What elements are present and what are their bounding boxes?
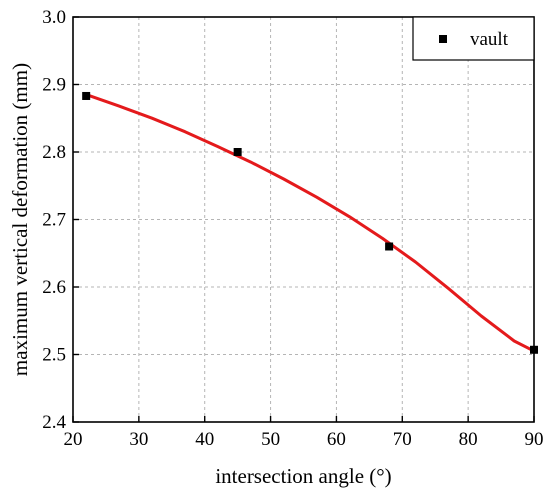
x-tick-label: 70 (393, 429, 412, 450)
x-tick-label: 30 (129, 429, 148, 450)
y-tick-label: 2.8 (42, 142, 66, 163)
y-tick-label: 2.6 (42, 277, 66, 298)
axis-ticks (72, 16, 535, 423)
fit-curve (84, 93, 536, 353)
x-tick-label: 20 (64, 429, 83, 450)
data-points (82, 91, 538, 354)
data-point (233, 148, 242, 156)
y-tick-label: 2.5 (42, 345, 66, 366)
y-axis-label: maximum vertical deformation (mm) (8, 63, 32, 376)
x-tick-label: 60 (327, 429, 346, 450)
fit-curve-layer (84, 93, 536, 353)
legend-label: vault (470, 29, 509, 50)
legend: vault (412, 16, 535, 61)
y-tick-label: 3.0 (42, 7, 66, 28)
legend-marker (439, 35, 447, 43)
x-tick-label: 80 (459, 429, 478, 450)
y-tick-label: 2.9 (42, 75, 66, 96)
data-point (82, 91, 91, 100)
legend-box (412, 16, 535, 61)
y-tick-labels: 2.4 2.5 2.6 2.7 2.8 2.9 3.0 (42, 7, 66, 433)
y-tick-label: 2.7 (42, 210, 66, 231)
x-axis-label: intersection angle (°) (215, 464, 391, 488)
grid (73, 17, 534, 422)
x-tick-label: 90 (525, 429, 544, 450)
data-point (385, 242, 394, 251)
y-tick-label: 2.4 (42, 412, 66, 433)
x-tick-label: 40 (195, 429, 214, 450)
x-tick-label: 50 (261, 429, 280, 450)
x-tick-labels: 20 30 40 50 60 70 80 90 (64, 429, 544, 450)
